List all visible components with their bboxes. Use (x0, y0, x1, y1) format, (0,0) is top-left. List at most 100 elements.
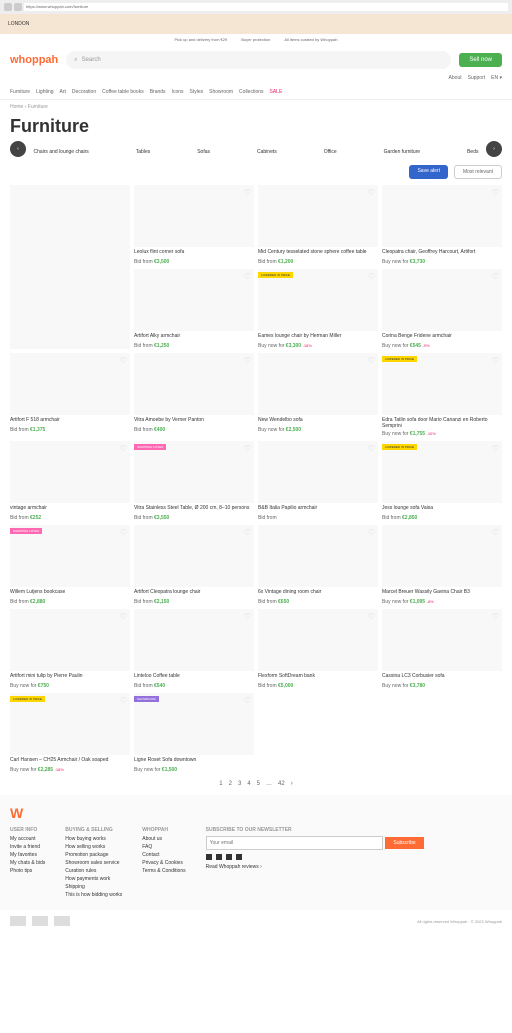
product-card[interactable]: LOWERED IN PRICE ♡ Jess lounge sofa Vais… (382, 441, 502, 521)
footer-link[interactable]: My account (10, 836, 45, 842)
nav-item[interactable]: Styles (190, 89, 204, 95)
footer-link[interactable]: Promotion package (65, 852, 122, 858)
page-next[interactable]: › (291, 781, 293, 787)
page-num[interactable]: 42 (278, 781, 285, 787)
footer-link[interactable]: Privacy & Cookies (142, 860, 185, 866)
footer-link[interactable]: How payments work (65, 876, 122, 882)
lang-select[interactable]: EN ▾ (491, 75, 502, 81)
product-card[interactable]: ♡ Flexform SoftDream bank Bid from €5,00… (258, 609, 378, 689)
pinterest-icon[interactable] (216, 854, 222, 860)
tiktok-icon[interactable] (236, 854, 242, 860)
facebook-icon[interactable] (206, 854, 212, 860)
heart-icon[interactable]: ♡ (244, 528, 251, 537)
page-num[interactable]: 4 (247, 781, 250, 787)
about-link[interactable]: About (449, 75, 462, 81)
heart-icon[interactable]: ♡ (492, 612, 499, 621)
product-card[interactable]: ♡ Artifort F 518 armchair Bid from €1,37… (10, 353, 130, 437)
heart-icon[interactable]: ♡ (368, 528, 375, 537)
footer-link[interactable]: About us (142, 836, 185, 842)
footer-link[interactable]: Shipping (65, 884, 122, 890)
nav-item[interactable]: Brands (150, 89, 166, 95)
heart-icon[interactable]: ♡ (120, 444, 127, 453)
nav-sale[interactable]: SALE (270, 89, 283, 95)
instagram-icon[interactable] (226, 854, 232, 860)
product-card[interactable]: ♡ Leolux flint corner sofa Bid from €3,5… (134, 185, 254, 265)
heart-icon[interactable]: ♡ (368, 444, 375, 453)
footer-link[interactable]: Showroom sales service (65, 860, 122, 866)
heart-icon[interactable]: ♡ (244, 356, 251, 365)
footer-link[interactable]: My favorites (10, 852, 45, 858)
product-card[interactable]: LOWERED IN PRICE ♡ Eames lounge chair by… (258, 269, 378, 349)
product-card[interactable]: LOWERED IN PRICE ♡ Carl Hansen – CH25 Ar… (10, 693, 130, 773)
nav-item[interactable]: Decoration (72, 89, 96, 95)
search-input[interactable]: ⌕ Search (66, 51, 451, 69)
footer-link[interactable]: Invite a friend (10, 844, 45, 850)
crumb-home[interactable]: Home (10, 104, 23, 110)
heart-icon[interactable]: ♡ (368, 272, 375, 281)
fwd-btn[interactable] (14, 3, 22, 11)
product-card[interactable]: SHOWROOM ♡ Ligne Roset Sofa downtown Buy… (134, 693, 254, 773)
page-num[interactable]: 2 (229, 781, 232, 787)
featured-card[interactable] (10, 185, 130, 349)
heart-icon[interactable]: ♡ (244, 272, 251, 281)
nav-item[interactable]: Collections (239, 89, 263, 95)
subscribe-button[interactable]: Subscribe (385, 837, 423, 849)
footer-link[interactable]: My chats & bids (10, 860, 45, 866)
product-card[interactable]: WHOPPAH LOVES ♡ Vitra Stainless Steel Ta… (134, 441, 254, 521)
product-card[interactable]: WHOPPAH LOVES ♡ Willem Lutjens bookcase … (10, 525, 130, 605)
page-num[interactable]: 3 (238, 781, 241, 787)
product-card[interactable]: ♡ New Wendelbo sofa Buy now for €2,500 (258, 353, 378, 437)
heart-icon[interactable]: ♡ (368, 612, 375, 621)
footer-link[interactable]: Curation rules (65, 868, 122, 874)
chevron-right-icon[interactable]: › (486, 141, 502, 157)
product-card[interactable]: ♡ Corina Benge Fridene armchair Buy now … (382, 269, 502, 349)
product-card[interactable]: LOWERED IN PRICE ♡ Edra Tatlin sofa door… (382, 353, 502, 437)
nav-item[interactable]: Coffee table books (102, 89, 144, 95)
category-item[interactable]: Chairs and lounge chairs (33, 149, 88, 155)
heart-icon[interactable]: ♡ (368, 356, 375, 365)
product-card[interactable]: ♡ Cleopatra chair, Geoffrey Harcourt, Ar… (382, 185, 502, 265)
product-card[interactable]: ♡ Marcel Breuer Wassily Gavina Chair B3 … (382, 525, 502, 605)
nav-item[interactable]: Showroom (209, 89, 233, 95)
product-card[interactable]: ♡ Mid Century tesselated stone sphere co… (258, 185, 378, 265)
heart-icon[interactable]: ♡ (492, 188, 499, 197)
footer-link[interactable]: FAQ (142, 844, 185, 850)
product-card[interactable]: ♡ Artifort mini tulip by Pierre Paulin B… (10, 609, 130, 689)
heart-icon[interactable]: ♡ (120, 356, 127, 365)
heart-icon[interactable]: ♡ (244, 696, 251, 705)
nav-item[interactable]: Icons (172, 89, 184, 95)
page-num[interactable]: 1 (219, 781, 222, 787)
logo[interactable]: whoppah (10, 54, 58, 66)
support-link[interactable]: Support (468, 75, 486, 81)
footer-link[interactable]: This is how bidding works (65, 892, 122, 898)
product-card[interactable]: ♡ B&B Italia Papilio armchair Bid from (258, 441, 378, 521)
footer-link[interactable]: Terms & Conditions (142, 868, 185, 874)
sell-button[interactable]: Sell now (459, 53, 502, 67)
product-card[interactable]: ♡ Vitra Amoebe by Verner Panton Bid from… (134, 353, 254, 437)
heart-icon[interactable]: ♡ (120, 528, 127, 537)
page-num[interactable]: 5 (257, 781, 260, 787)
category-item[interactable]: Office (324, 149, 337, 155)
nav-item[interactable]: Furniture (10, 89, 30, 95)
category-item[interactable]: Beds (467, 149, 478, 155)
reviews-link[interactable]: Read Whoppah reviews › (206, 864, 502, 870)
footer-link[interactable]: Contact (142, 852, 185, 858)
footer-logo[interactable]: W (10, 805, 502, 821)
heart-icon[interactable]: ♡ (244, 444, 251, 453)
product-card[interactable]: ♡ Artifort Cleopatra lounge chair Bid fr… (134, 525, 254, 605)
save-alert-button[interactable]: Save alert (409, 165, 448, 179)
heart-icon[interactable]: ♡ (244, 188, 251, 197)
category-item[interactable]: Sofas (197, 149, 210, 155)
heart-icon[interactable]: ♡ (120, 612, 127, 621)
product-card[interactable]: ♡ Artifort Alky armchair Bid from €1,250 (134, 269, 254, 349)
category-item[interactable]: Garden furniture (384, 149, 420, 155)
product-card[interactable]: ♡ Cassina LC3 Corbusier sofa Buy now for… (382, 609, 502, 689)
category-item[interactable]: Tables (136, 149, 150, 155)
heart-icon[interactable]: ♡ (244, 612, 251, 621)
footer-link[interactable]: Photo tips (10, 868, 45, 874)
heart-icon[interactable]: ♡ (492, 272, 499, 281)
category-item[interactable]: Cabinets (257, 149, 277, 155)
chevron-left-icon[interactable]: ‹ (10, 141, 26, 157)
heart-icon[interactable]: ♡ (492, 444, 499, 453)
back-btn[interactable] (4, 3, 12, 11)
